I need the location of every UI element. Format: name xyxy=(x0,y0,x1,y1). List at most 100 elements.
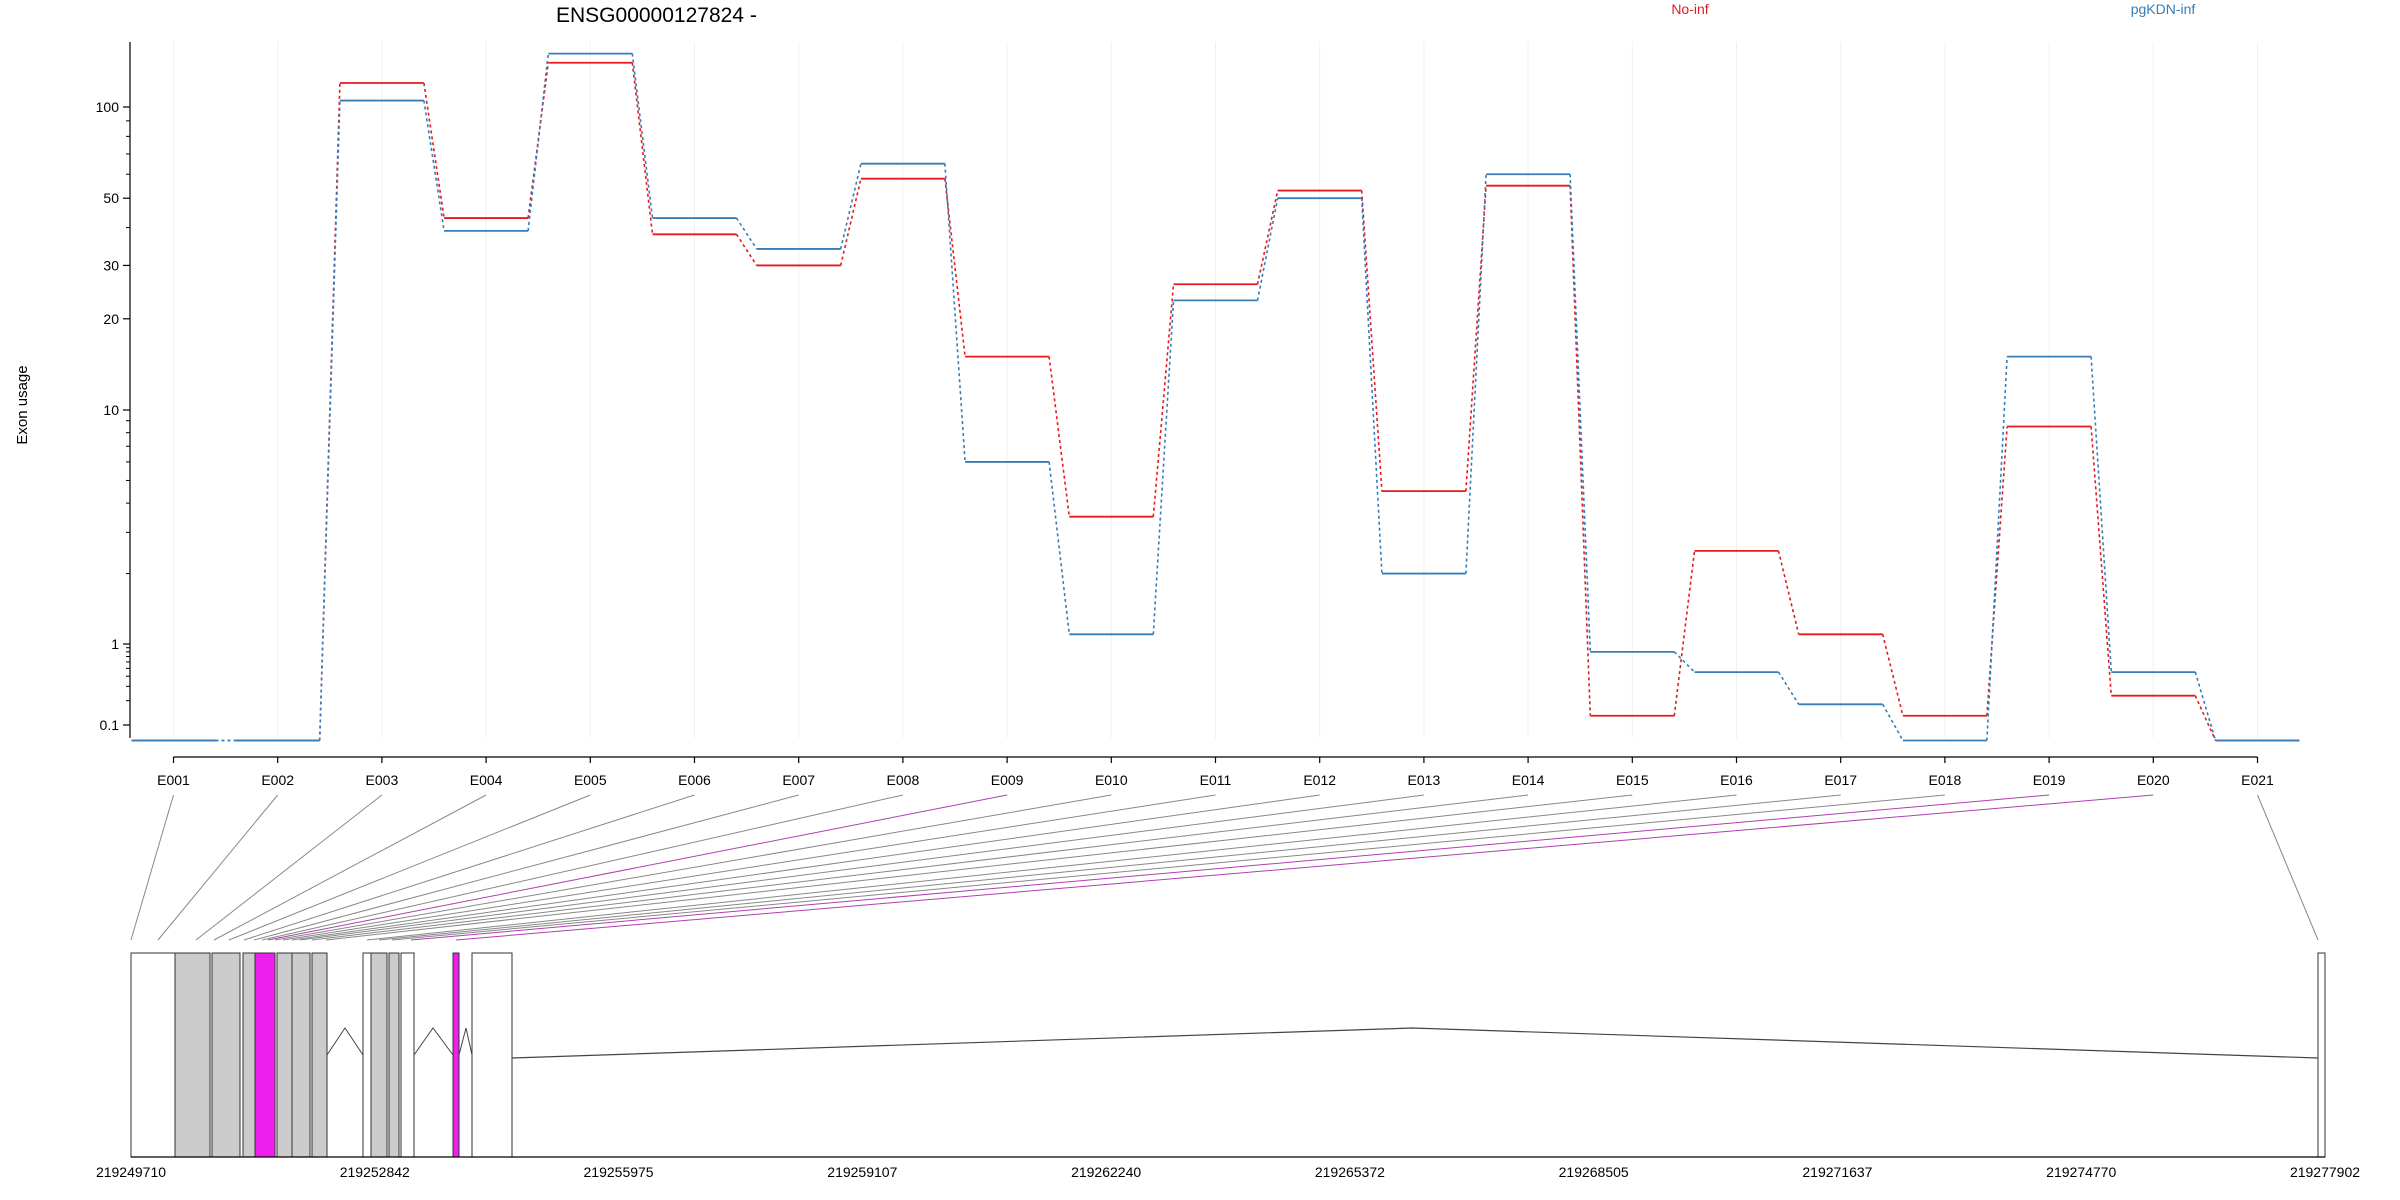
exon-connector-line xyxy=(253,794,799,941)
exon-connector-dashed xyxy=(1777,550,1800,635)
exon-connector-line xyxy=(391,794,1945,941)
exon-connector-dashed xyxy=(839,178,862,266)
exon-connector-dashed xyxy=(735,217,758,250)
exon-connector-dashed xyxy=(1882,703,1904,741)
exon-connector-dashed xyxy=(2090,426,2113,696)
x-tick-label: E016 xyxy=(1720,772,1753,788)
exon-connector-dashed xyxy=(1256,198,1279,301)
exon-box xyxy=(362,952,372,1158)
exon-connector-line xyxy=(2257,794,2319,941)
x-tick-label: E011 xyxy=(1200,772,1232,788)
exon-connector-dashed xyxy=(944,163,966,462)
intron-line-long xyxy=(511,1027,2319,1059)
exon-connector-line xyxy=(213,794,487,941)
legend-entry-pgkdn-inf: pgKDN-inf xyxy=(2131,1,2196,17)
exon-connector-dashed xyxy=(1048,356,1071,517)
exon-connector-dashed xyxy=(423,82,445,219)
exon-box xyxy=(130,952,176,1158)
y-tick-label: 100 xyxy=(96,99,120,115)
x-tick-label: E019 xyxy=(2033,772,2066,788)
exon-connector-dashed xyxy=(318,100,341,741)
exon-connector-dashed xyxy=(1152,300,1175,635)
exon-connector-line xyxy=(274,794,1112,941)
exon-box-significant xyxy=(452,952,460,1158)
x-tick-label: E009 xyxy=(991,772,1024,788)
exon-box xyxy=(174,952,211,1158)
exon-connector-dashed xyxy=(1256,190,1279,285)
intron-line xyxy=(458,1027,473,1056)
exon-connector-dashed xyxy=(944,178,966,357)
x-tick-label: E010 xyxy=(1095,772,1128,788)
exon-box xyxy=(400,952,415,1158)
exon-connector-dashed xyxy=(1048,461,1071,635)
y-tick-label: 0.1 xyxy=(100,717,120,733)
exon-connector-line xyxy=(299,794,1424,941)
exon-connector-dashed xyxy=(1673,550,1696,716)
genomic-coordinate-label: 219249710 xyxy=(96,1164,166,1180)
exon-connector-dashed xyxy=(1569,174,1592,652)
chart-title: ENSG00000127824 - xyxy=(556,4,757,27)
exon-box xyxy=(471,952,513,1158)
exon-connector-dashed xyxy=(2194,671,2217,741)
genomic-coordinate-label: 219262240 xyxy=(1071,1164,1141,1180)
exon-connector-line xyxy=(261,794,904,941)
exon-connector-dashed xyxy=(1360,198,1383,574)
x-tick-label: E017 xyxy=(1824,772,1857,788)
gene-model xyxy=(130,952,2326,1158)
x-tick-label: E014 xyxy=(1512,772,1545,788)
exon-connector-line xyxy=(267,794,1008,941)
exon-connector-line xyxy=(366,794,1737,941)
exon-connector-dashed xyxy=(1777,671,1800,705)
exon-connector-dashed xyxy=(839,163,862,250)
exon-connector-dashed xyxy=(631,62,654,235)
y-tick-label: 20 xyxy=(103,311,119,327)
exon-box xyxy=(370,952,388,1158)
intron-line xyxy=(413,1027,454,1056)
exon-box xyxy=(291,952,311,1158)
axes xyxy=(129,42,2258,758)
x-tick-label: E013 xyxy=(1408,772,1441,788)
exon-connector-line xyxy=(282,794,1216,941)
x-tick-label: E007 xyxy=(782,772,815,788)
x-tick-label: E008 xyxy=(887,772,920,788)
y-axis-ticks: 0.1 1 10 20 30 50 100 xyxy=(96,99,130,733)
exon-connector-line xyxy=(291,794,1320,941)
y-tick-label: 30 xyxy=(103,257,119,273)
genomic-coordinate-label: 219252842 xyxy=(340,1164,410,1180)
exon-box xyxy=(211,952,241,1158)
exon-connector-dashed xyxy=(631,53,654,219)
exon-connector-dashed xyxy=(423,100,445,232)
x-tick-label: E020 xyxy=(2137,772,2170,788)
exon-connector-dashed xyxy=(1360,190,1383,492)
exon-connectors xyxy=(130,794,2319,941)
x-axis-ticks: E001 E002 E003 E004 E005 E006 E007 E008 E009 E010… xyxy=(157,757,2274,788)
x-tick-label: E021 xyxy=(2241,772,2274,788)
exon-box-significant xyxy=(254,952,276,1158)
x-tick-label: E015 xyxy=(1616,772,1649,788)
exon-connector-line xyxy=(130,794,174,941)
exon-connector-dashed xyxy=(527,53,550,231)
exon-connector-line xyxy=(195,794,383,941)
genomic-coordinate-label: 219265372 xyxy=(1315,1164,1385,1180)
exon-box xyxy=(276,952,293,1158)
legend-entry-no-inf: No-inf xyxy=(1671,1,1708,17)
x-tick-label: E012 xyxy=(1303,772,1336,788)
genomic-coordinate-label: 219274770 xyxy=(2046,1164,2116,1180)
exon-connector-dashed xyxy=(1986,356,2008,741)
genomic-coordinate-label: 219271637 xyxy=(1802,1164,1872,1180)
exon-connector-line xyxy=(157,794,279,941)
y-tick-label: 50 xyxy=(103,190,119,206)
exon-connector-line xyxy=(378,794,1841,941)
x-tick-label: E006 xyxy=(678,772,711,788)
exon-box xyxy=(242,952,256,1158)
exon-connector-line xyxy=(243,794,695,941)
x-tick-label: E001 xyxy=(157,772,190,788)
genomic-coordinate-label: 219259107 xyxy=(827,1164,897,1180)
genomic-coordinate-label: 219277902 xyxy=(2290,1164,2360,1180)
exon-connector-line xyxy=(228,794,591,941)
x-tick-label: E002 xyxy=(261,772,294,788)
exon-connector-dashed xyxy=(1881,634,1904,716)
x-tick-label: E003 xyxy=(366,772,399,788)
y-tick-label: 1 xyxy=(111,636,119,652)
